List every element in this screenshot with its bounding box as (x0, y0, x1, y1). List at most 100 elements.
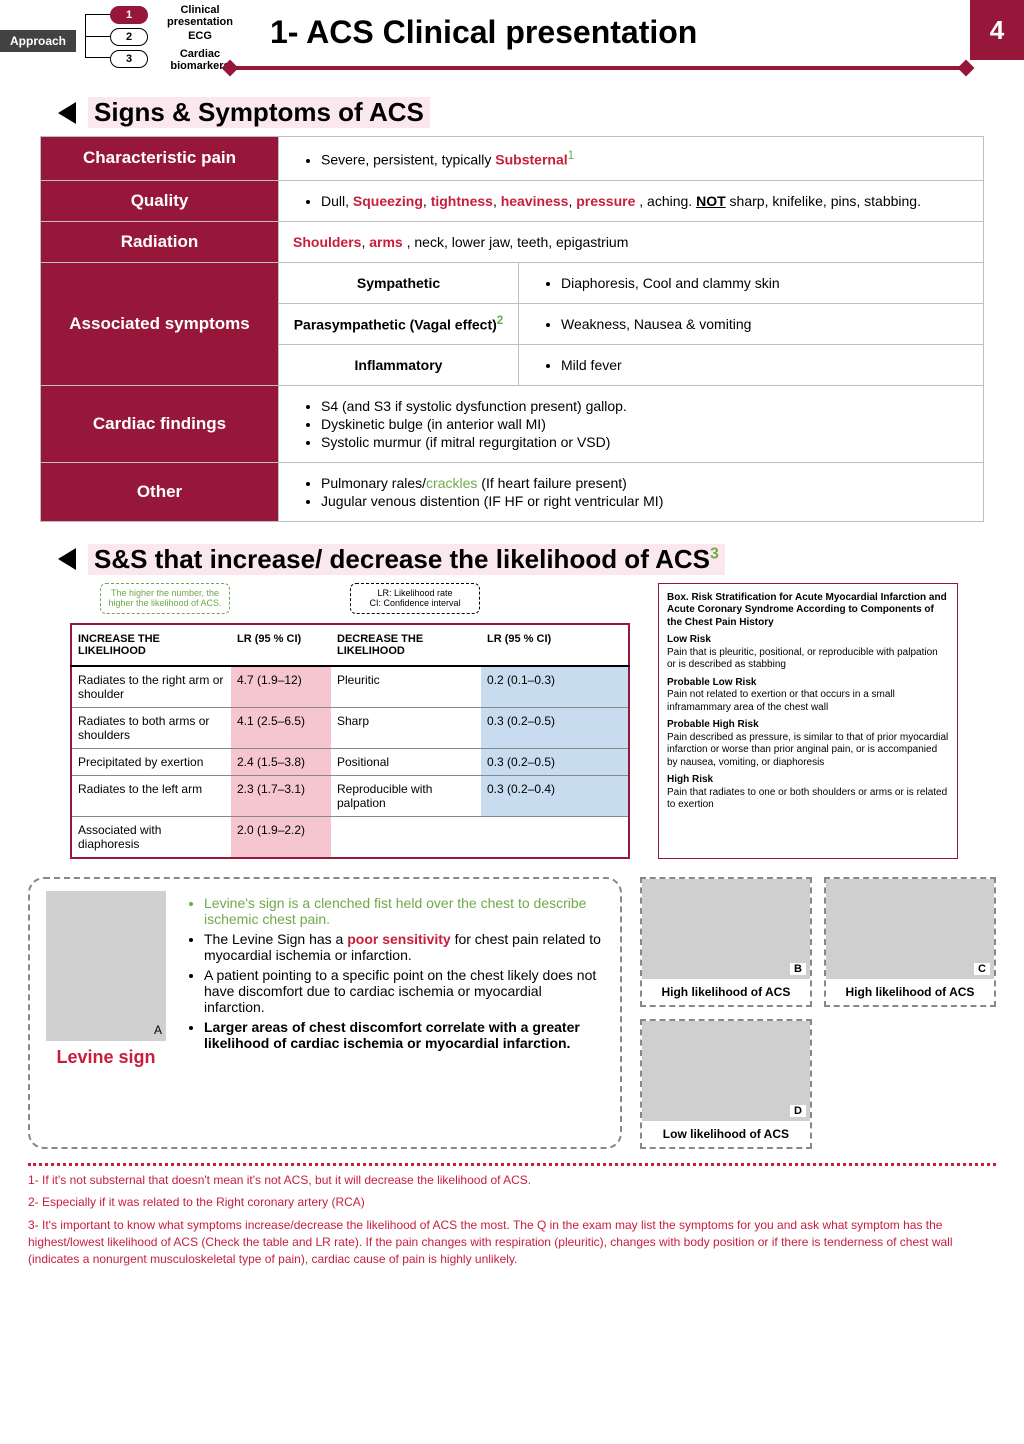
triangle-icon (58, 548, 76, 570)
levine-image-a: A (46, 891, 166, 1041)
lk-inc-3: Radiates to the left arm (71, 775, 231, 816)
quality-cell: Dull, Squeezing, tightness, heaviness, p… (279, 180, 984, 221)
lk-h-lr1: LR (95 % CI) (231, 624, 331, 666)
lk-dec-3-lr: 0.3 (0.2–0.4) (481, 775, 629, 816)
assoc-sympathetic: Sympathetic (279, 262, 519, 303)
likelihood-table: INCREASE THE LIKELIHOOD LR (95 % CI) DEC… (70, 623, 630, 859)
page-number: 4 (970, 0, 1024, 60)
row-other: Other (41, 462, 279, 521)
char-pain-cell: Severe, persistent, typically Substernal… (279, 137, 984, 181)
thumb-c-cap: High likelihood of ACS (842, 979, 979, 1005)
sup1: 1 (568, 149, 574, 162)
thumb-b: B High likelihood of ACS (640, 877, 812, 1007)
likelihood-left: The higher the number, the higher the li… (70, 583, 640, 859)
thumb-d-img: D (642, 1021, 810, 1121)
lk-dec-0: Pleuritic (331, 666, 481, 708)
thumb-c-img: C (826, 879, 994, 979)
char-pain-em: Substernal (495, 152, 567, 168)
lev-li-3: A patient pointing to a specific point o… (204, 967, 604, 1015)
header: Approach 1 Clinical presentation 2 ECG 3… (0, 0, 1024, 75)
sup3: 3 (710, 545, 719, 562)
lk-dec-1-lr: 0.3 (0.2–0.5) (481, 707, 629, 748)
risk-box-title: Box. Risk Stratification for Acute Myoca… (667, 592, 949, 630)
lk-inc-0-lr: 4.7 (1.9–12) (231, 666, 331, 708)
row-radiation: Radiation (41, 221, 279, 262)
signs-symptoms-table: Characteristic pain Severe, persistent, … (40, 136, 984, 522)
other-cell: Pulmonary rales/crackles (If heart failu… (279, 462, 984, 521)
thumb-b-cap: High likelihood of ACS (657, 979, 794, 1005)
step-2-badge: 2 (110, 28, 148, 46)
lk-h-dec: DECREASE THE LIKELIHOOD (331, 624, 481, 666)
note-bubble-2: LR: Likelihood rate CI: Confidence inter… (350, 583, 480, 615)
lk-inc-4: Associated with diaphoresis (71, 816, 231, 858)
levine-row: A Levine sign Levine's sign is a clenche… (28, 877, 996, 1149)
risk-phigh-t: Pain described as pressure, is similar t… (667, 732, 949, 770)
section1-heading: Signs & Symptoms of ACS (58, 97, 1024, 128)
likelihood-thumbs: B High likelihood of ACS C High likeliho… (640, 877, 996, 1149)
section2-title: S&S that increase/ decrease the likeliho… (88, 544, 725, 575)
lk-inc-1: Radiates to both arms or shoulders (71, 707, 231, 748)
lk-dec-2: Positional (331, 748, 481, 775)
dotted-separator (28, 1163, 996, 1166)
page-title: 1- ACS Clinical presentation (270, 14, 697, 51)
note-bubble-1: The higher the number, the higher the li… (100, 583, 230, 615)
risk-stratification-box: Box. Risk Stratification for Acute Myoca… (658, 583, 958, 859)
lk-inc-2: Precipitated by exertion (71, 748, 231, 775)
assoc-parasympathetic: Parasympathetic (Vagal effect)2 (279, 303, 519, 344)
lev-li-1: Levine's sign is a clenched fist held ov… (204, 895, 604, 927)
sup2: 2 (497, 314, 503, 327)
risk-low-t: Pain that is pleuritic, positional, or r… (667, 647, 949, 672)
cardiac-cell: S4 (and S3 if systolic dysfunction prese… (279, 385, 984, 462)
lk-inc-4-lr: 2.0 (1.9–2.2) (231, 816, 331, 858)
char-pain-txt: Severe, persistent, typically (321, 152, 495, 168)
lk-h-inc: INCREASE THE LIKELIHOOD (71, 624, 231, 666)
radiation-cell: Shoulders, arms , neck, lower jaw, teeth… (279, 221, 984, 262)
lk-inc-3-lr: 2.3 (1.7–3.1) (231, 775, 331, 816)
levine-caption: Levine sign (46, 1047, 166, 1068)
levine-bullets: Levine's sign is a clenched fist held ov… (182, 891, 604, 1135)
lk-h-lr2: LR (95 % CI) (481, 624, 629, 666)
risk-high-t: Pain that radiates to one or both should… (667, 787, 949, 812)
risk-low-h: Low Risk (667, 634, 949, 647)
page: Approach 1 Clinical presentation 2 ECG 3… (0, 0, 1024, 1268)
title-underline (230, 66, 966, 70)
lk-dec-1: Sharp (331, 707, 481, 748)
lk-dec-3: Reproducible with palpation (331, 775, 481, 816)
section1-title: Signs & Symptoms of ACS (88, 97, 430, 128)
thumb-c: C High likelihood of ACS (824, 877, 996, 1007)
row-assoc: Associated symptoms (41, 262, 279, 385)
triangle-icon (58, 102, 76, 124)
lk-inc-0: Radiates to the right arm or shoulder (71, 666, 231, 708)
step-1-badge: 1 (110, 6, 148, 24)
likelihood-wrap: The higher the number, the higher the li… (70, 583, 980, 859)
assoc-parasympathetic-txt: Weakness, Nausea & vomiting (519, 303, 984, 344)
assoc-inflammatory: Inflammatory (279, 344, 519, 385)
row-quality: Quality (41, 180, 279, 221)
step-3-badge: 3 (110, 50, 148, 68)
thumb-d: D Low likelihood of ACS (640, 1019, 812, 1149)
lk-dec-2-lr: 0.3 (0.2–0.5) (481, 748, 629, 775)
row-char-pain: Characteristic pain (41, 137, 279, 181)
footnote-3: 3- It's important to know what symptoms … (28, 1217, 996, 1267)
lk-inc-1-lr: 4.1 (2.5–6.5) (231, 707, 331, 748)
assoc-inflammatory-txt: Mild fever (519, 344, 984, 385)
risk-high-h: High Risk (667, 774, 949, 787)
levine-img-col: A Levine sign (46, 891, 166, 1135)
step-2-label: ECG (160, 30, 240, 42)
thumb-b-img: B (642, 879, 810, 979)
row-cardiac: Cardiac findings (41, 385, 279, 462)
thumb-d-cap: Low likelihood of ACS (659, 1121, 793, 1147)
risk-phigh-h: Probable High Risk (667, 719, 949, 732)
section2-heading: S&S that increase/ decrease the likeliho… (58, 544, 1024, 575)
lev-li-4: Larger areas of chest discomfort correla… (204, 1019, 604, 1051)
connector-line-mid (85, 36, 110, 37)
footnote-1: 1- If it's not substernal that doesn't m… (28, 1172, 996, 1189)
risk-plow-h: Probable Low Risk (667, 677, 949, 690)
risk-plow-t: Pain not related to exertion or that occ… (667, 689, 949, 714)
step-1-label: Clinical presentation (160, 4, 240, 28)
lev-li-2: The Levine Sign has a poor sensitivity f… (204, 931, 604, 963)
lk-dec-0-lr: 0.2 (0.1–0.3) (481, 666, 629, 708)
lk-inc-2-lr: 2.4 (1.5–3.8) (231, 748, 331, 775)
approach-tag: Approach (0, 30, 76, 52)
levine-box: A Levine sign Levine's sign is a clenche… (28, 877, 622, 1149)
